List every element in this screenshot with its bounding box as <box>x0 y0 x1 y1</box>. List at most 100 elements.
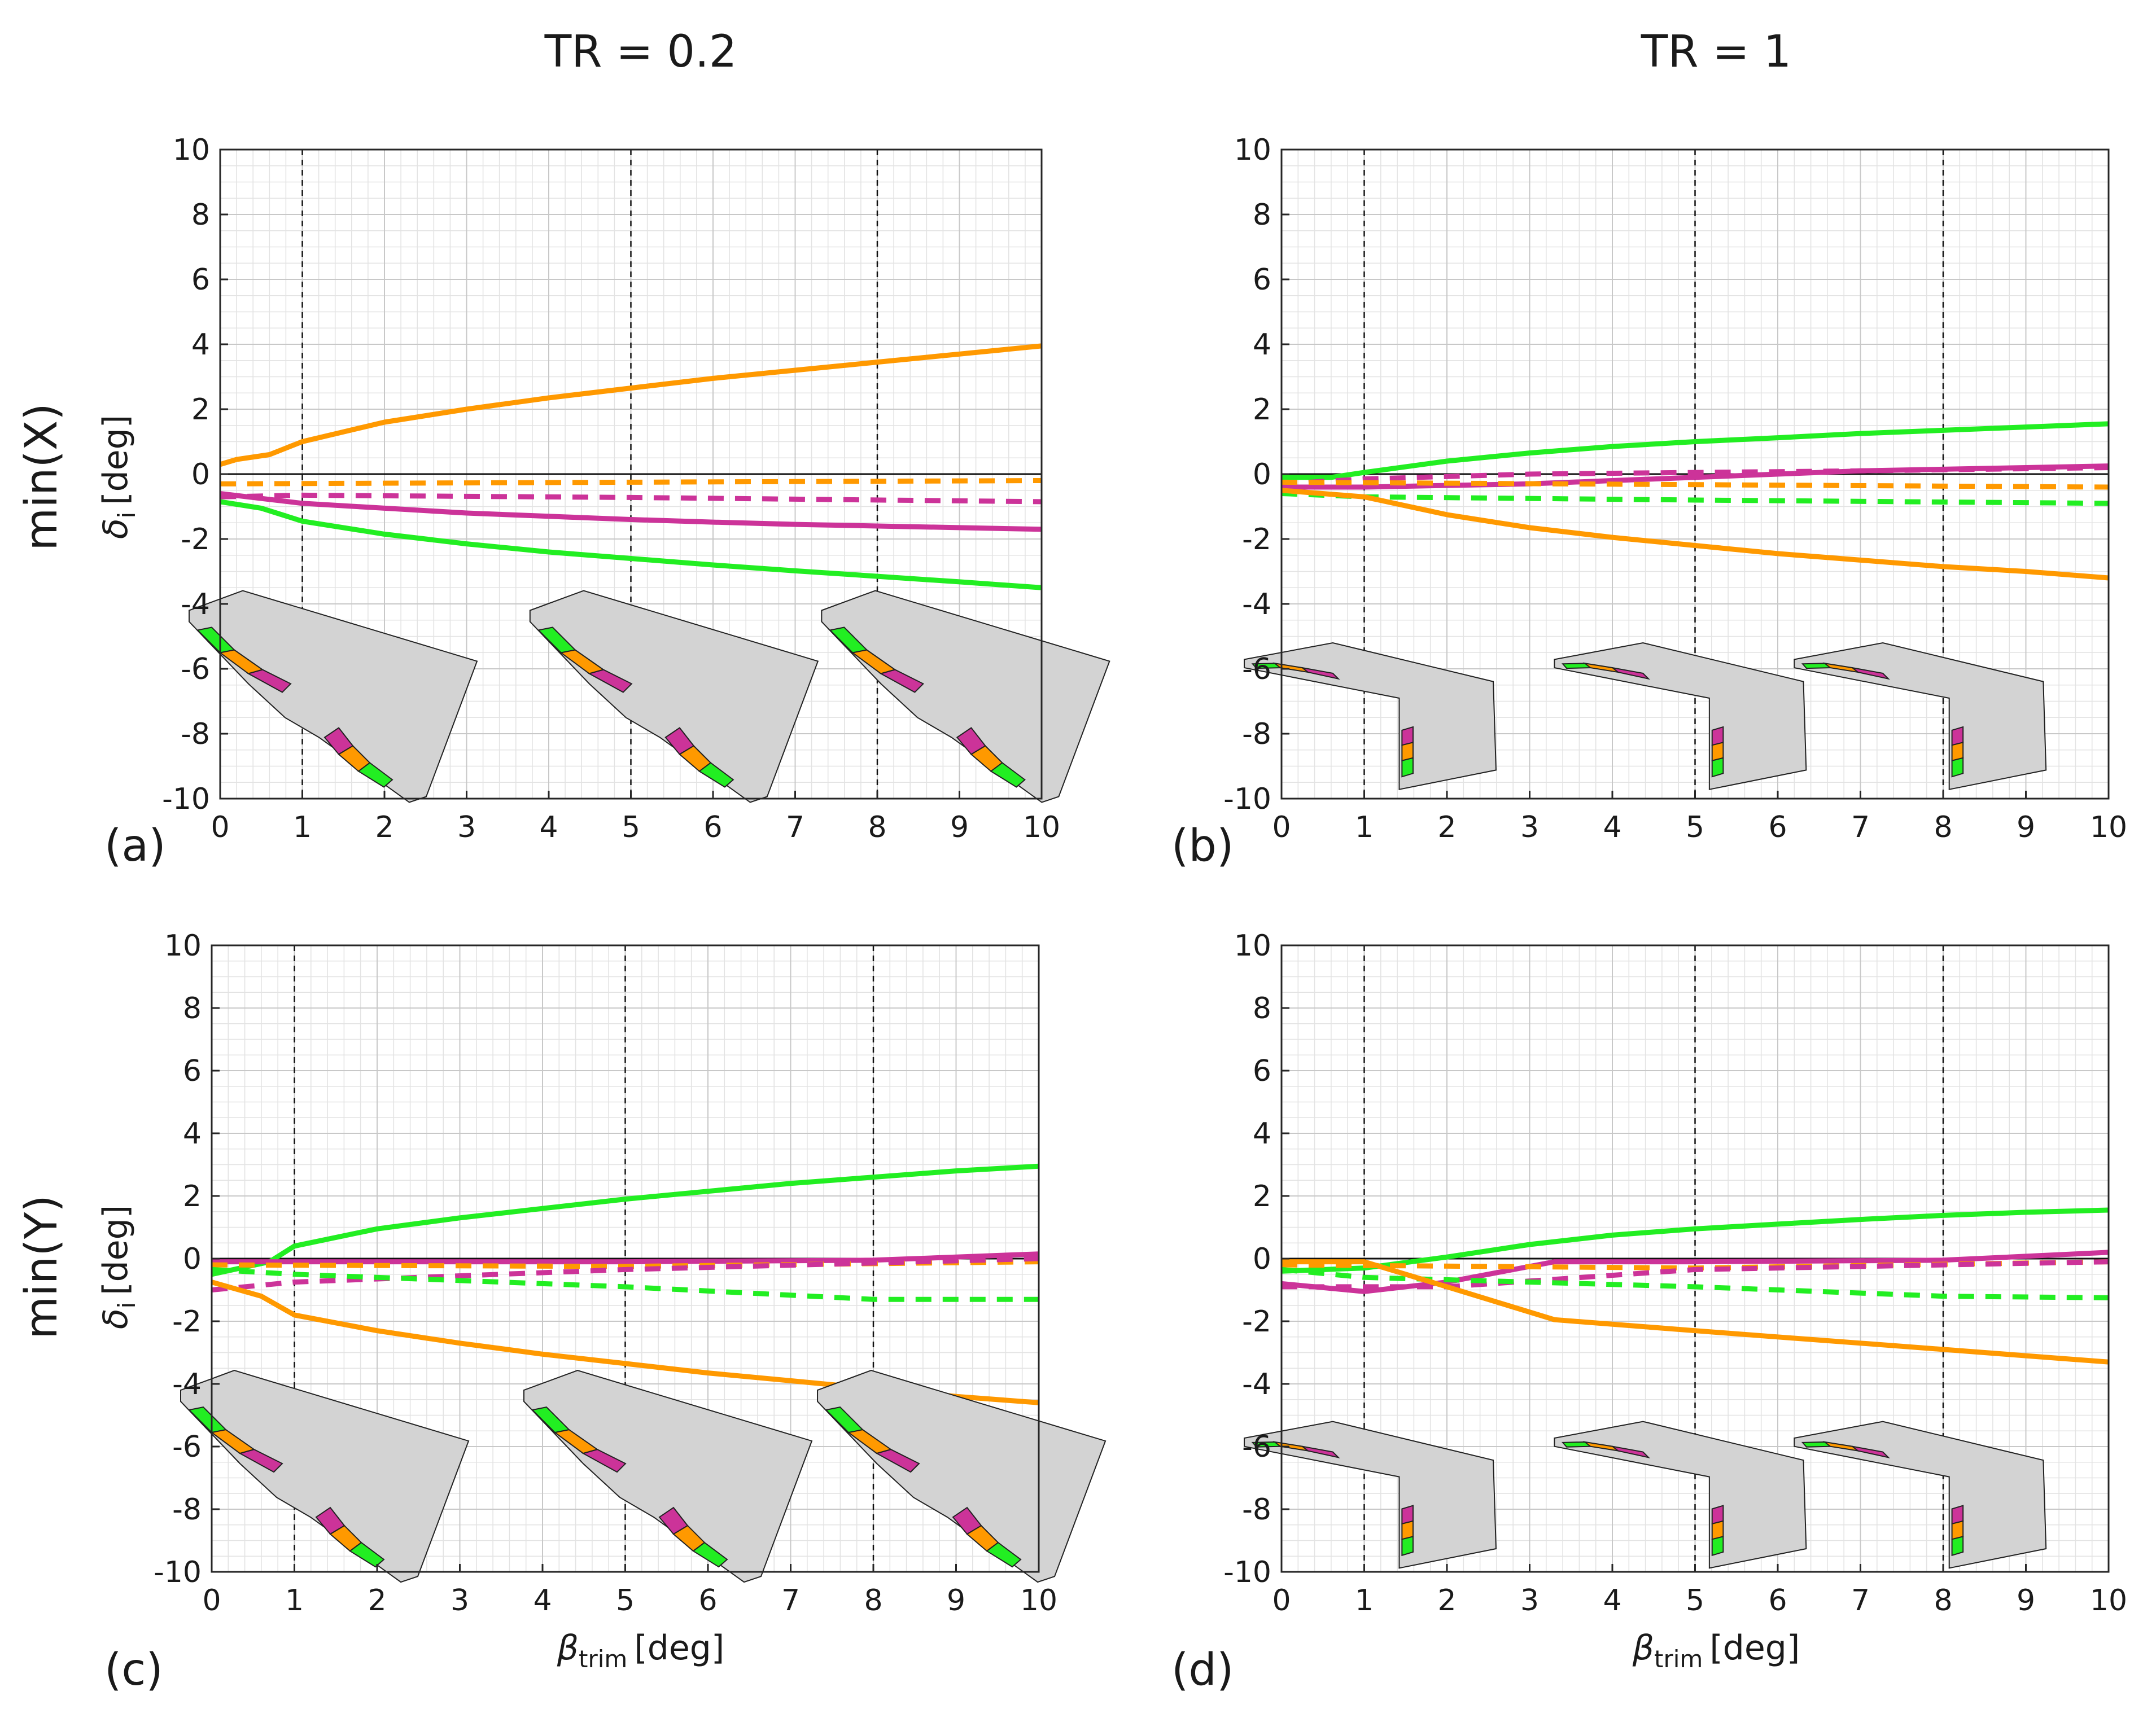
y-tick-label: 8 <box>183 992 202 1026</box>
series-green-dashed <box>211 1267 1039 1302</box>
x-axis-label-sub: trim <box>579 1645 627 1673</box>
wing-planform <box>1794 642 2047 790</box>
panel-label: (b) <box>1171 821 1234 871</box>
flap-magenta-left <box>247 669 292 693</box>
y-tick-label: 8 <box>191 198 210 232</box>
y-tick-label: -2 <box>172 1305 202 1339</box>
y-tick-label: 8 <box>1253 198 1271 232</box>
flap-magenta-left <box>588 669 633 693</box>
flap-magenta-left <box>875 1449 920 1473</box>
y-axis-label-unit: [deg] <box>96 415 135 505</box>
x-tick-label: 8 <box>1934 810 1952 844</box>
y-tick-label: -8 <box>181 717 210 751</box>
y-tick-label: -10 <box>1223 782 1271 816</box>
flap-green-right <box>986 1541 1022 1568</box>
series-green-solid <box>211 1163 1039 1277</box>
y-tick-label: -8 <box>172 1493 202 1527</box>
wing-inset-3 <box>1794 642 2047 790</box>
x-tick-label: 7 <box>1851 1584 1870 1618</box>
column-title-tr-0.2: TR = 0.2 <box>544 27 737 77</box>
series-green-solid <box>1281 1207 2109 1274</box>
y-tick-label: 2 <box>183 1180 202 1213</box>
flap-green-right <box>1401 757 1414 778</box>
x-tick-label: 8 <box>868 810 886 844</box>
wing-inset-1 <box>1244 1421 1497 1569</box>
y-tick-label: -6 <box>1242 1430 1271 1464</box>
x-tick-label: 0 <box>211 810 229 844</box>
wing-planform <box>1244 1421 1497 1569</box>
flap-magenta-left <box>1612 667 1651 680</box>
x-tick-label: 5 <box>1686 1584 1704 1618</box>
y-tick-label: 4 <box>1253 1117 1271 1151</box>
y-axis-label-sub: i <box>113 512 141 519</box>
y-tick-label: 0 <box>1253 458 1271 492</box>
y-tick-label: 2 <box>1253 393 1271 427</box>
wing-planform <box>1554 1421 1807 1569</box>
x-tick-label: 4 <box>1603 1584 1621 1618</box>
wing-inset-3 <box>1794 1421 2047 1569</box>
flap-magenta-left <box>1852 1445 1891 1459</box>
x-tick-label: 10 <box>2090 1584 2127 1618</box>
y-tick-label: -2 <box>1242 1305 1271 1339</box>
x-axis-label-c: βtrim [deg] <box>557 1628 725 1673</box>
x-tick-label: 7 <box>1851 810 1870 844</box>
x-tick-label: 4 <box>539 810 558 844</box>
x-tick-label: 1 <box>293 810 312 844</box>
x-tick-label: 5 <box>1686 810 1704 844</box>
x-tick-label: 2 <box>1437 810 1456 844</box>
wing-inset-3 <box>821 590 1110 803</box>
x-tick-label: 6 <box>703 810 722 844</box>
x-tick-label: 8 <box>1934 1584 1952 1618</box>
y-tick-label: -10 <box>154 1555 202 1589</box>
flap-green-right <box>349 1541 385 1568</box>
x-axis-label-symbol: β <box>1632 1628 1654 1668</box>
x-tick-label: 3 <box>1520 1584 1539 1618</box>
flap-magenta-left <box>238 1449 283 1473</box>
y-tick-label: 4 <box>191 328 210 362</box>
y-tick-label: -4 <box>1242 1368 1271 1401</box>
flap-magenta-left <box>1852 667 1891 680</box>
wing-inset-1 <box>189 590 478 803</box>
series-orange-solid <box>219 343 1042 467</box>
x-tick-label: 0 <box>202 1584 221 1618</box>
wing-inset-1 <box>180 1370 470 1583</box>
x-tick-label: 6 <box>698 1584 717 1618</box>
panel-label: (d) <box>1171 1645 1234 1695</box>
y-tick-label: -6 <box>1242 652 1271 686</box>
x-tick-label: 10 <box>1023 810 1060 844</box>
x-tick-label: 6 <box>1768 1584 1787 1618</box>
y-axis-label-a: δi [deg] <box>96 415 141 539</box>
panel-label: (a) <box>104 821 166 871</box>
y-tick-label: 8 <box>1253 992 1271 1026</box>
wing-inset-2 <box>523 1370 813 1583</box>
series-magenta-dashed <box>1282 1259 2109 1290</box>
x-tick-label: 7 <box>786 810 804 844</box>
flap-green-right <box>698 762 734 788</box>
wing-inset-1 <box>1244 642 1497 790</box>
y-tick-label: -10 <box>1223 1555 1271 1589</box>
row-label-min-y: min(Y) <box>16 1195 67 1339</box>
x-tick-label: 8 <box>864 1584 882 1618</box>
y-tick-label: 0 <box>1253 1242 1271 1276</box>
series-magenta-dashed <box>211 1256 1039 1292</box>
y-tick-label: -2 <box>1242 523 1271 556</box>
x-axis-label-unit: [deg] <box>1709 1628 1800 1668</box>
y-tick-label: -8 <box>1242 717 1271 751</box>
series-orange-dashed <box>220 478 1042 487</box>
column-title-tr-1: TR = 1 <box>1641 27 1791 77</box>
y-tick-label: 0 <box>191 458 210 492</box>
x-tick-label: 4 <box>533 1584 552 1618</box>
wing-inset-2 <box>529 590 819 803</box>
x-axis-label-d: βtrim [deg] <box>1632 1628 1800 1673</box>
wing-planform <box>1244 642 1497 790</box>
x-tick-label: 9 <box>947 1584 965 1618</box>
flap-green-right <box>1711 757 1724 778</box>
x-tick-label: 7 <box>781 1584 800 1618</box>
x-tick-label: 5 <box>622 810 640 844</box>
panel-a: 0 1 2 3 4 5 6 7 8 9 10 -10 -8 -6 -4 -2 0 2 4 6 8 10 (a) <box>104 133 1110 871</box>
y-tick-label: -4 <box>181 588 210 621</box>
x-tick-label: 2 <box>1437 1584 1456 1618</box>
wing-planform <box>1554 642 1807 790</box>
x-tick-label: 2 <box>375 810 393 844</box>
flap-magenta-left <box>879 669 925 693</box>
